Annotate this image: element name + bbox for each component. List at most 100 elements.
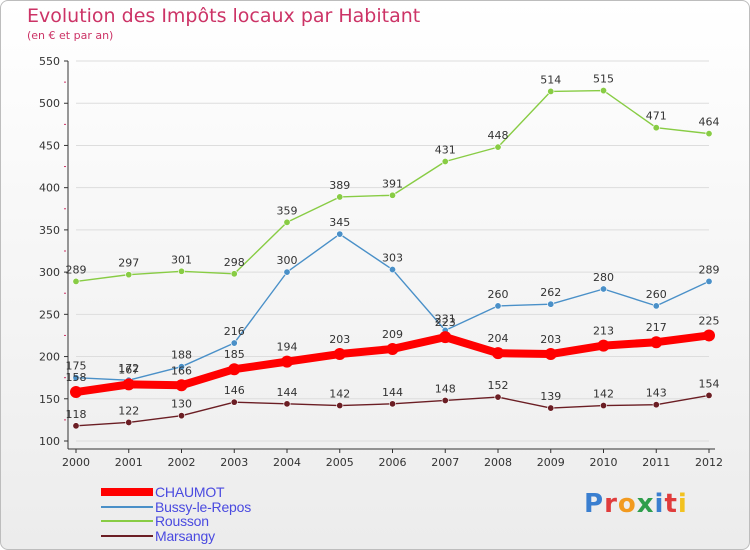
- data-point: [178, 363, 186, 371]
- data-label: 118: [66, 408, 87, 421]
- data-point: [283, 268, 291, 276]
- data-point: [336, 230, 344, 238]
- x-tick-label: 2005: [326, 456, 354, 469]
- legend-item-rousson: Rousson: [101, 513, 251, 530]
- x-tick-label: 2010: [590, 456, 618, 469]
- legend-swatch-chaumot: [101, 488, 153, 497]
- data-label: 217: [646, 321, 667, 334]
- data-label: 223: [435, 316, 456, 329]
- data-point: [652, 302, 660, 310]
- data-point: [178, 412, 186, 420]
- data-label: 298: [224, 256, 245, 269]
- data-point: [122, 378, 135, 391]
- legend-item-chaumot: CHAUMOT: [101, 484, 251, 501]
- data-point: [705, 391, 713, 399]
- data-point: [494, 302, 502, 310]
- legend-label: CHAUMOT: [155, 484, 225, 501]
- data-label: 391: [382, 177, 403, 190]
- data-label: 301: [171, 253, 192, 266]
- data-point: [652, 401, 660, 409]
- data-point: [439, 331, 452, 344]
- data-point: [599, 87, 607, 95]
- data-point: [388, 400, 396, 408]
- data-point: [175, 379, 188, 392]
- data-point: [652, 124, 660, 132]
- data-label: 225: [699, 314, 720, 327]
- chart-legend: CHAUMOT Bussy-le-Repos Rousson Marsangy: [101, 484, 251, 544]
- data-label: 262: [540, 286, 561, 299]
- data-point: [333, 348, 346, 361]
- chart-subtitle: (en € et par an): [27, 29, 114, 42]
- data-label: 359: [277, 204, 298, 217]
- legend-label: Marsangy: [155, 527, 215, 544]
- data-point: [386, 342, 399, 355]
- legend-swatch-rousson: [101, 520, 153, 523]
- data-label: 515: [593, 73, 614, 86]
- data-label: 203: [540, 333, 561, 346]
- data-label: 300: [277, 254, 298, 267]
- data-label: 146: [224, 384, 245, 397]
- data-point: [283, 400, 291, 408]
- data-label: 289: [66, 263, 87, 276]
- x-tick-label: 2003: [220, 456, 248, 469]
- data-point: [230, 270, 238, 278]
- data-label: 260: [646, 288, 667, 301]
- y-tick-label: 250: [39, 308, 60, 321]
- data-label: 148: [435, 382, 456, 395]
- data-point: [388, 191, 396, 199]
- data-point: [283, 218, 291, 226]
- data-label: 172: [118, 362, 139, 375]
- data-label: 166: [171, 364, 192, 377]
- data-label: 303: [382, 252, 403, 265]
- x-tick-label: 2012: [695, 456, 723, 469]
- data-point: [125, 418, 133, 426]
- y-tick-label: 350: [39, 224, 60, 237]
- x-tick-label: 2000: [62, 456, 90, 469]
- data-label: 144: [382, 386, 403, 399]
- data-label: 130: [171, 398, 192, 411]
- data-label: 448: [488, 129, 509, 142]
- data-point: [650, 336, 663, 349]
- data-label: 203: [329, 333, 350, 346]
- x-tick-label: 2002: [168, 456, 196, 469]
- data-point: [494, 393, 502, 401]
- data-point: [336, 402, 344, 410]
- data-point: [72, 277, 80, 285]
- x-tick-label: 2009: [537, 456, 565, 469]
- y-tick-label: 500: [39, 97, 60, 110]
- y-tick-label: 300: [39, 266, 60, 279]
- data-label: 144: [277, 386, 298, 399]
- data-point: [72, 422, 80, 430]
- data-label: 143: [646, 387, 667, 400]
- data-point: [705, 130, 713, 138]
- y-tick-label: 200: [39, 351, 60, 364]
- x-tick-label: 2001: [115, 456, 143, 469]
- data-label: 345: [329, 216, 350, 229]
- data-label: 431: [435, 143, 456, 156]
- data-label: 514: [540, 73, 561, 86]
- data-label: 216: [224, 325, 245, 338]
- data-label: 152: [488, 379, 509, 392]
- legend-label: Rousson: [155, 513, 209, 530]
- data-label: 142: [593, 388, 614, 401]
- data-point: [547, 87, 555, 95]
- x-tick-label: 2007: [431, 456, 459, 469]
- data-label: 280: [593, 271, 614, 284]
- y-tick-label: 100: [39, 435, 60, 448]
- legend-swatch-bussy-le-repos: [101, 505, 153, 508]
- data-point: [599, 402, 607, 410]
- data-point: [705, 277, 713, 285]
- data-point: [547, 404, 555, 412]
- data-label: 139: [540, 390, 561, 403]
- legend-item-marsangy: Marsangy: [101, 527, 251, 544]
- x-tick-label: 2006: [379, 456, 407, 469]
- chart-title: Evolution des Impôts locaux par Habitant: [27, 5, 421, 27]
- data-point: [544, 348, 557, 361]
- proxiti-logo: Proxiti: [584, 489, 688, 519]
- data-point: [178, 267, 186, 275]
- data-point: [336, 193, 344, 201]
- data-point: [492, 347, 504, 360]
- data-label: 213: [593, 325, 614, 338]
- data-point: [547, 300, 555, 308]
